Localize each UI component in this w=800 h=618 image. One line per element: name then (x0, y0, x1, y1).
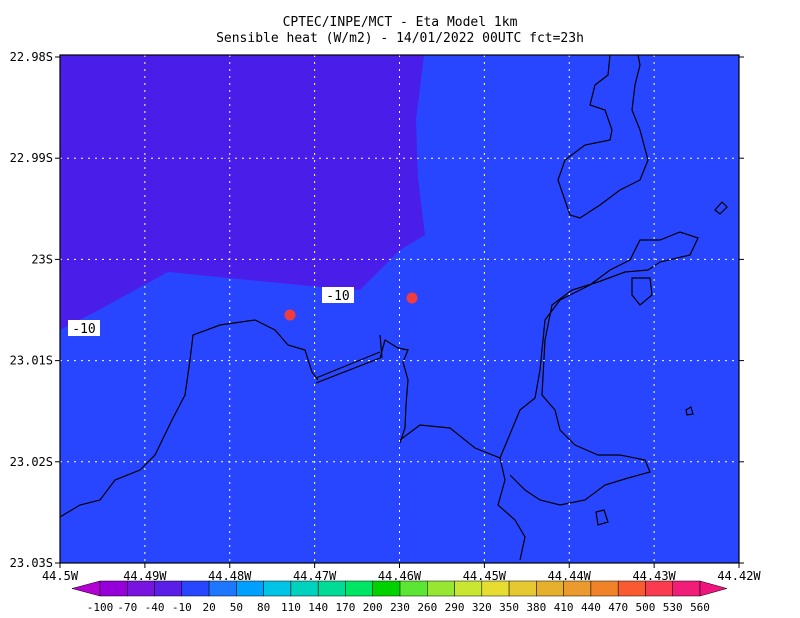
title: CPTEC/INPE/MCT - Eta Model 1km (283, 15, 518, 30)
colorbar-box (536, 580, 564, 597)
colorbar-box (127, 580, 155, 597)
colorbar-box (508, 580, 537, 597)
colorbar-box (427, 580, 455, 597)
coastline (59, 54, 728, 561)
colorbar-label: 500 (636, 601, 656, 614)
colorbar-box (236, 580, 264, 597)
lon-tick-label: 44.5W (42, 569, 79, 583)
colorbar-label: 20 (202, 601, 215, 614)
lat-tick-label: 22.99S (10, 151, 53, 165)
lat-tick-label: 22.98S (10, 50, 53, 64)
colorbar-label: -100 (87, 601, 114, 614)
colorbar-label: -70 (117, 601, 137, 614)
lon-tick-label: 44.44W (548, 569, 592, 583)
colorbar-label: 80 (257, 601, 270, 614)
lon-tick-label: 44.48W (208, 569, 252, 583)
colorbar-box (181, 580, 210, 597)
colorbar-label: 200 (363, 601, 383, 614)
grid (60, 55, 739, 563)
lon-tick-label: 44.42W (717, 569, 761, 583)
colorbar-label: -40 (145, 601, 165, 614)
colorbar-arrow (71, 580, 101, 597)
lon-tick-label: 44.43W (632, 569, 676, 583)
colorbar-box (263, 580, 292, 597)
field-region (60, 55, 425, 330)
colorbar-box (345, 580, 373, 597)
colorbar-box (672, 580, 701, 597)
colorbar-label: 50 (230, 601, 243, 614)
colorbar-label: 410 (554, 601, 574, 614)
colorbar-label: 140 (308, 601, 328, 614)
colorbar-label: 110 (281, 601, 301, 614)
colorbar-box (399, 580, 428, 597)
lon-tick-label: 44.45W (463, 569, 507, 583)
colorbar-label: 260 (417, 601, 437, 614)
colorbar-box (590, 580, 619, 597)
colorbar-box (317, 580, 346, 597)
colorbar-box (99, 580, 128, 597)
colorbar-box (454, 580, 483, 597)
lon-tick-label: 44.46W (378, 569, 422, 583)
lat-tick-label: 23S (31, 252, 53, 266)
colorbar-box (563, 580, 592, 597)
contour-label: -10 (326, 289, 349, 304)
subtitle: Sensible heat (W/m2) - 14/01/2022 00UTC … (216, 31, 584, 46)
colorbar-label: 380 (526, 601, 546, 614)
station-marker (406, 292, 418, 304)
colorbar-label: -10 (172, 601, 192, 614)
colorbar-label: 230 (390, 601, 410, 614)
colorbar-label: 470 (608, 601, 628, 614)
colorbar-label: 320 (472, 601, 492, 614)
map-area: -10 -10 (59, 54, 740, 564)
lat-tick-label: 23.02S (10, 455, 53, 469)
lon-tick-label: 44.49W (123, 569, 167, 583)
station-marker (284, 309, 296, 321)
colorbar-box (645, 580, 673, 597)
colorbar-label: 350 (499, 601, 519, 614)
colorbar-label: 170 (336, 601, 356, 614)
colorbar-label: 440 (581, 601, 601, 614)
contour-label-bg (322, 287, 354, 303)
lat-tick-label: 23.01S (10, 354, 53, 368)
colorbar-box (154, 580, 183, 597)
colorbar-box (208, 580, 237, 597)
lon-tick-label: 44.47W (293, 569, 337, 583)
colorbar-box (290, 580, 319, 597)
colorbar-box (372, 580, 401, 597)
contour-label: -10 (72, 322, 95, 337)
colorbar-label: 530 (663, 601, 683, 614)
lat-tick-label: 23.03S (10, 556, 53, 570)
colorbar-label: 560 (690, 601, 710, 614)
colorbar-arrow (699, 580, 728, 597)
colorbar: -100 -70 -40 -10 20 50 80 110 140 170 200 230 260 290… (71, 580, 728, 614)
colorbar-label: 290 (445, 601, 465, 614)
colorbar-box (481, 580, 510, 597)
colorbar-box (617, 580, 646, 597)
contour-label-bg (68, 320, 100, 336)
